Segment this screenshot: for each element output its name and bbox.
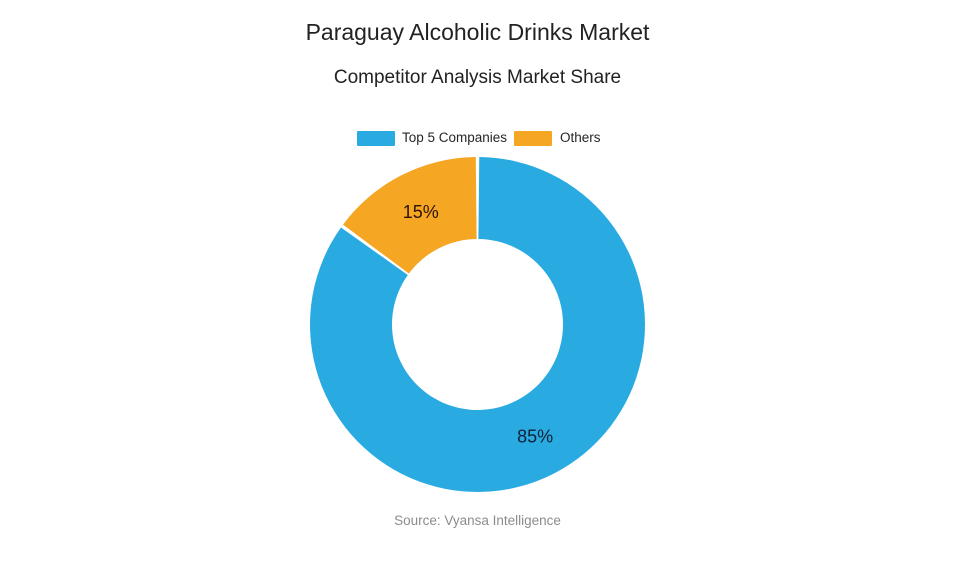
svg-text:85%: 85% xyxy=(517,427,553,447)
svg-text:15%: 15% xyxy=(403,202,439,222)
